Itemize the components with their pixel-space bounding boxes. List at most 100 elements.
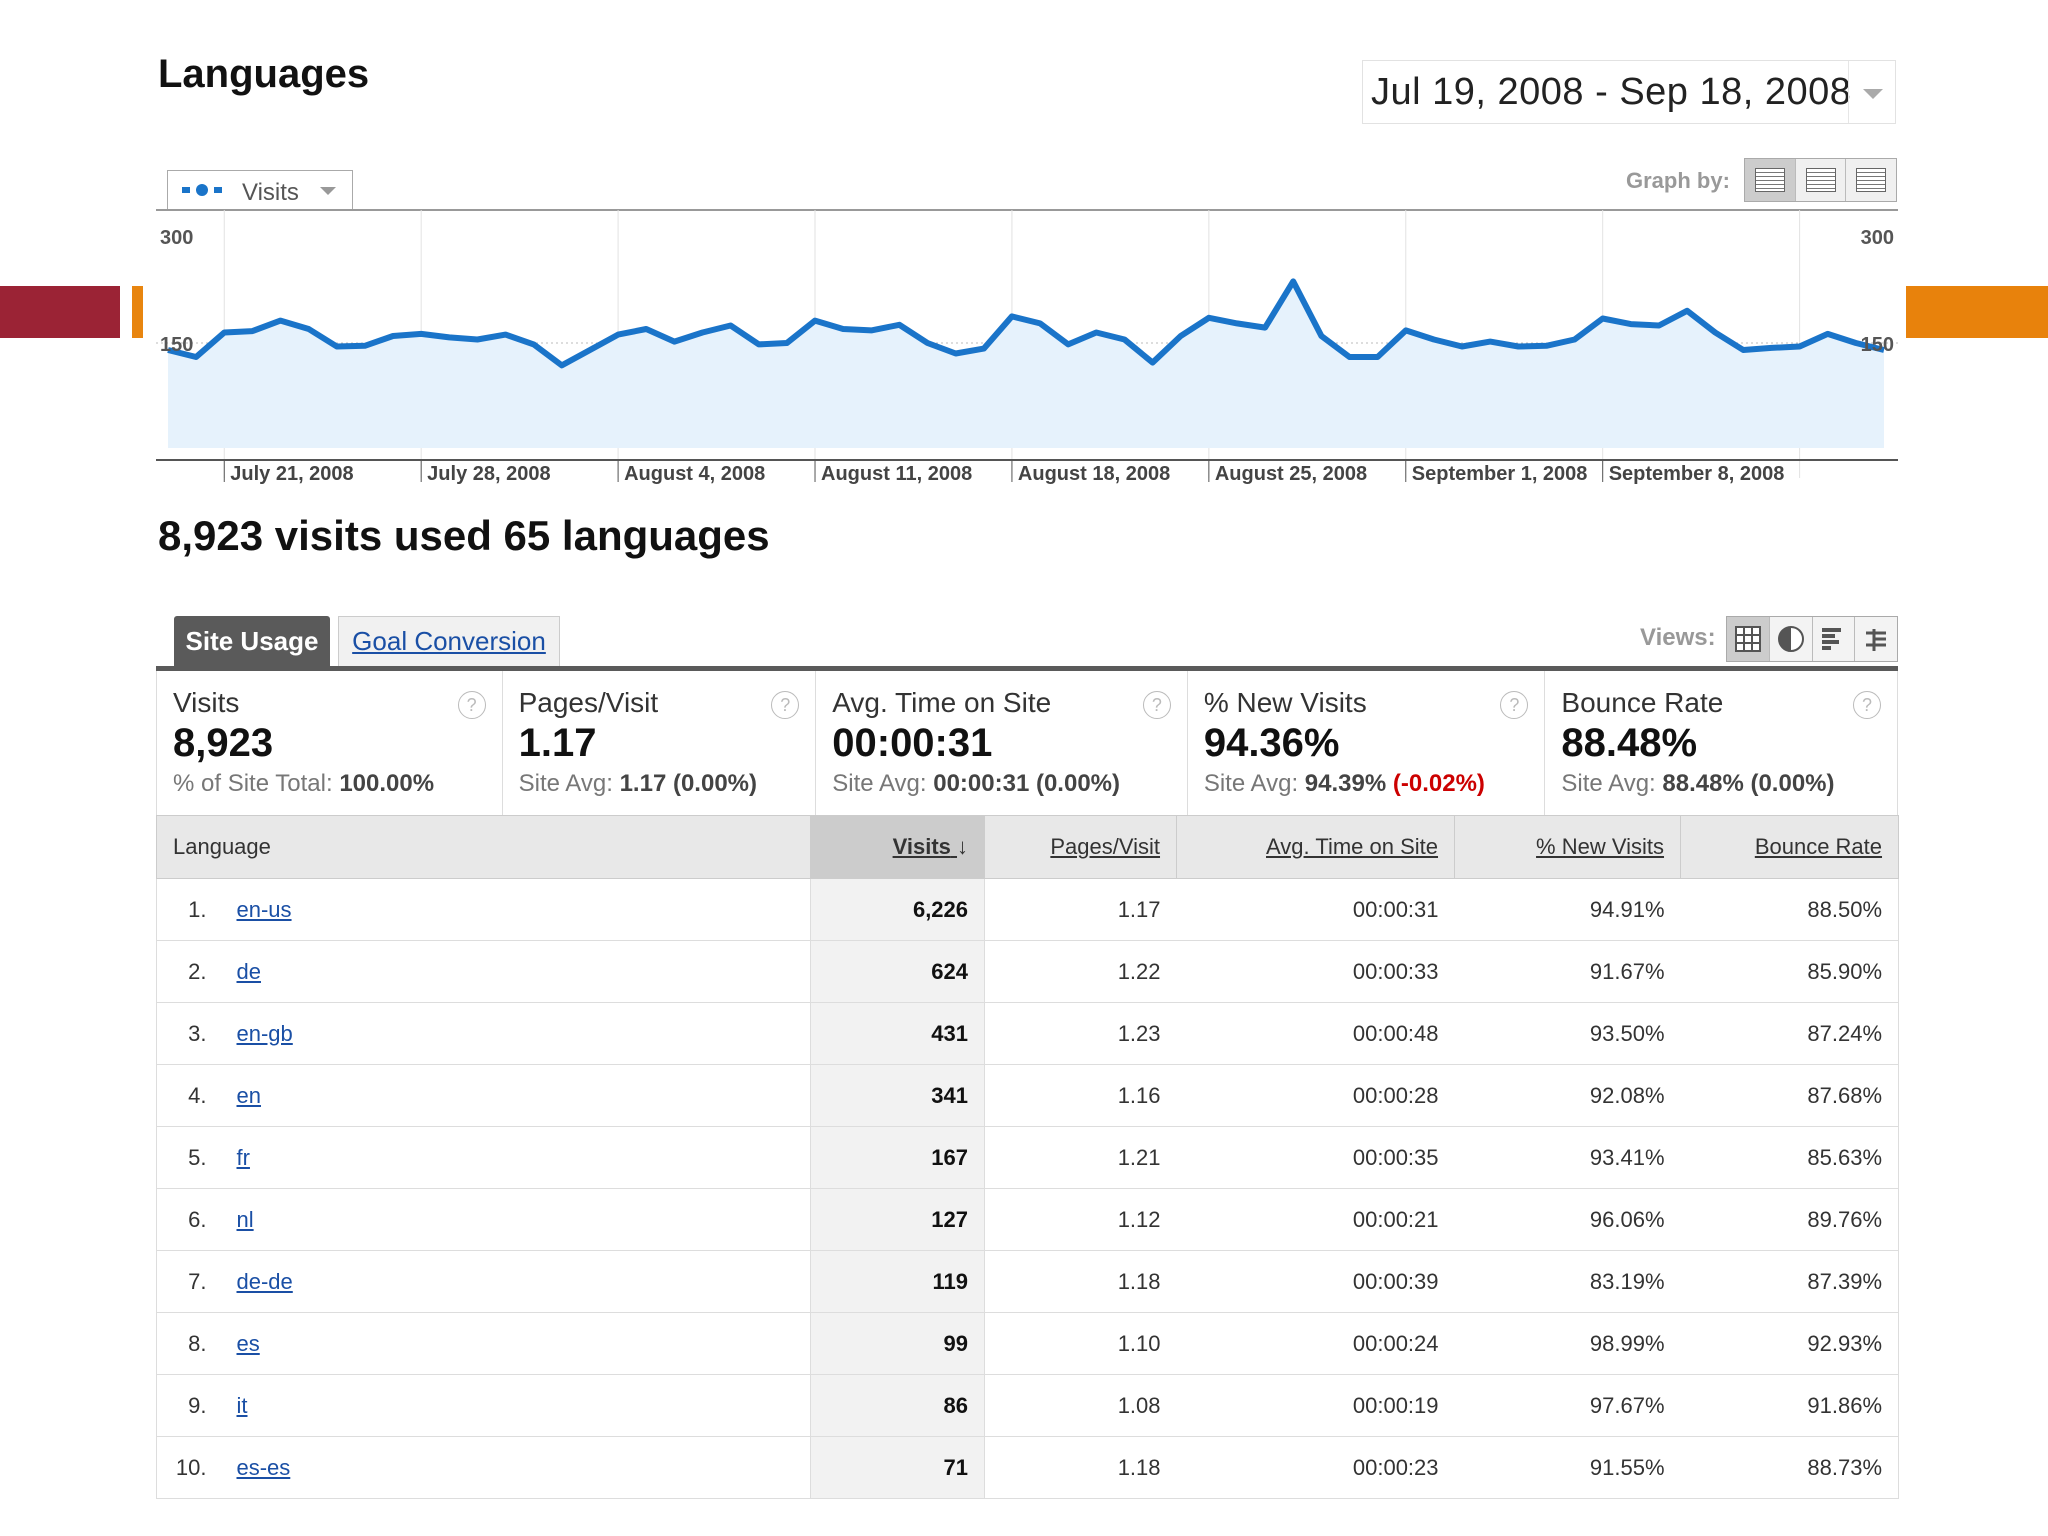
- decorative-bar-left-accent: [132, 286, 143, 338]
- views-label: Views:: [1640, 624, 1716, 651]
- graph-metric-selector[interactable]: Visits: [167, 170, 353, 210]
- cell-language: fr: [220, 1126, 811, 1189]
- y-tick-300-left: 300: [160, 227, 193, 249]
- graph-by-week-button[interactable]: [1796, 159, 1847, 201]
- cell-pages-visit: 1.22: [984, 940, 1177, 1003]
- cell-bounce-rate: 88.50%: [1680, 878, 1900, 941]
- scorecard-value: 1.17: [518, 721, 597, 765]
- month-icon: [1856, 168, 1887, 192]
- chevron-down-icon[interactable]: [1848, 61, 1895, 123]
- cell-new-visits: 93.41%: [1454, 1126, 1681, 1189]
- cell-new-visits: 93.50%: [1454, 1002, 1681, 1065]
- table-row: 2. de 624 1.22 00:00:33 91.67% 85.90%: [156, 940, 1900, 1003]
- cell-visits: 341: [810, 1064, 986, 1127]
- scorecard-sub-value: 100.00%: [339, 770, 435, 797]
- help-icon[interactable]: ?: [1500, 691, 1529, 719]
- column-header-new-visits[interactable]: % New Visits: [1454, 815, 1682, 879]
- cell-language: en: [220, 1064, 811, 1127]
- x-tick-label: September 1, 2008: [1412, 463, 1588, 485]
- y-tick-150-left: 150: [160, 334, 193, 356]
- cell-visits: 167: [810, 1126, 986, 1189]
- page-title: Languages: [158, 52, 370, 96]
- cell-avg-time: 00:00:35: [1176, 1126, 1455, 1189]
- language-link[interactable]: fr: [236, 1144, 250, 1170]
- language-link[interactable]: es: [236, 1330, 260, 1356]
- cell-new-visits: 98.99%: [1454, 1312, 1681, 1375]
- table-row: 8. es 99 1.10 00:00:24 98.99% 92.93%: [156, 1312, 1900, 1375]
- scorecard-subtext: Site Avg: 1.17 (0.00%): [519, 770, 800, 798]
- cell-bounce-rate: 85.90%: [1680, 940, 1900, 1003]
- decorative-bar-left: [0, 286, 120, 338]
- x-tick-label: August 18, 2008: [1018, 463, 1170, 485]
- cell-pages-visit: 1.10: [984, 1312, 1177, 1375]
- cell-avg-time: 00:00:21: [1176, 1188, 1455, 1251]
- cell-avg-time: 00:00:48: [1176, 1002, 1455, 1065]
- scorecard-sub-value: 1.17 (0.00%): [619, 770, 757, 797]
- help-icon[interactable]: ?: [457, 691, 486, 719]
- language-link[interactable]: en: [236, 1082, 261, 1108]
- graph-by-buttons: [1744, 158, 1897, 202]
- cell-pages-visit: 1.17: [984, 878, 1177, 941]
- tab-goal-conversion[interactable]: Goal Conversion: [338, 616, 560, 666]
- table-view-button[interactable]: [1727, 617, 1770, 661]
- cell-pages-visit: 1.18: [984, 1250, 1177, 1313]
- scorecard-subtext: % of Site Total: 100.00%: [173, 770, 486, 798]
- tabs-underline: [156, 666, 1898, 671]
- scorecard-value: 88.48%: [1561, 721, 1698, 765]
- table-row: 10. es-es 71 1.18 00:00:23 91.55% 88.73%: [156, 1436, 1900, 1499]
- bar-view-button[interactable]: [1813, 617, 1856, 661]
- cell-language: nl: [220, 1188, 811, 1251]
- scorecard-title: Pages/Visit: [518, 687, 659, 718]
- view-type-buttons: [1726, 616, 1898, 662]
- scorecard-title: % New Visits: [1203, 687, 1367, 718]
- scorecard-subtext: Site Avg: 00:00:31 (0.00%): [832, 770, 1171, 798]
- help-icon[interactable]: ?: [1142, 691, 1171, 719]
- tab-site-usage[interactable]: Site Usage: [174, 616, 330, 666]
- cell-bounce-rate: 92.93%: [1680, 1312, 1900, 1375]
- comparison-view-button[interactable]: [1855, 617, 1897, 661]
- row-index: 6.: [156, 1188, 221, 1251]
- row-index: 8.: [156, 1312, 221, 1375]
- language-link[interactable]: it: [236, 1392, 248, 1418]
- cell-pages-visit: 1.16: [984, 1064, 1177, 1127]
- column-header-visits[interactable]: Visits ↓: [810, 815, 986, 879]
- visits-area: [168, 281, 1884, 448]
- column-header-visits-label: Visits: [892, 834, 951, 859]
- table-row: 4. en 341 1.16 00:00:28 92.08% 87.68%: [156, 1064, 1900, 1127]
- caret-down-icon: [320, 187, 336, 195]
- cell-pages-visit: 1.08: [984, 1374, 1177, 1437]
- decorative-bar-right: [1906, 286, 2048, 338]
- x-tick-label: August 25, 2008: [1215, 463, 1367, 485]
- scorecard-subtext: Site Avg: 94.39% (-0.02%): [1204, 770, 1529, 798]
- language-link[interactable]: de-de: [236, 1268, 293, 1294]
- cell-language: it: [220, 1374, 811, 1437]
- day-icon: [1754, 168, 1785, 192]
- language-link[interactable]: en-gb: [236, 1020, 293, 1046]
- table-row: 5. fr 167 1.21 00:00:35 93.41% 85.63%: [156, 1126, 1900, 1189]
- cell-visits: 119: [810, 1250, 986, 1313]
- help-icon[interactable]: ?: [771, 691, 800, 719]
- scorecard-title: Avg. Time on Site: [832, 687, 1052, 718]
- column-header-pages-visit[interactable]: Pages/Visit: [984, 815, 1178, 879]
- column-header-avg-time[interactable]: Avg. Time on Site: [1176, 815, 1456, 879]
- graph-by-month-button[interactable]: [1846, 159, 1896, 201]
- column-header-language[interactable]: Language: [155, 815, 812, 879]
- language-link[interactable]: es-es: [236, 1454, 291, 1480]
- language-link[interactable]: nl: [236, 1206, 254, 1232]
- cell-language: es: [220, 1312, 811, 1375]
- column-header-bounce-rate[interactable]: Bounce Rate: [1680, 815, 1900, 879]
- scorecard-subtext: Site Avg: 88.48% (0.00%): [1561, 770, 1881, 798]
- scorecard-sub-prefix: Site Avg:: [1561, 770, 1663, 797]
- week-icon: [1805, 168, 1836, 192]
- scorecard-title: Bounce Rate: [1561, 687, 1724, 718]
- help-icon[interactable]: ?: [1853, 691, 1882, 719]
- language-link[interactable]: de: [236, 958, 261, 984]
- grid-icon: [1734, 626, 1761, 652]
- date-range-picker[interactable]: Jul 19, 2008 - Sep 18, 2008: [1362, 60, 1896, 124]
- graph-by-day-button[interactable]: [1745, 159, 1796, 201]
- table-row: 9. it 86 1.08 00:00:19 97.67% 91.86%: [156, 1374, 1900, 1437]
- cell-avg-time: 00:00:39: [1176, 1250, 1455, 1313]
- cell-bounce-rate: 85.63%: [1680, 1126, 1900, 1189]
- pie-view-button[interactable]: [1770, 617, 1813, 661]
- language-link[interactable]: en-us: [236, 896, 292, 922]
